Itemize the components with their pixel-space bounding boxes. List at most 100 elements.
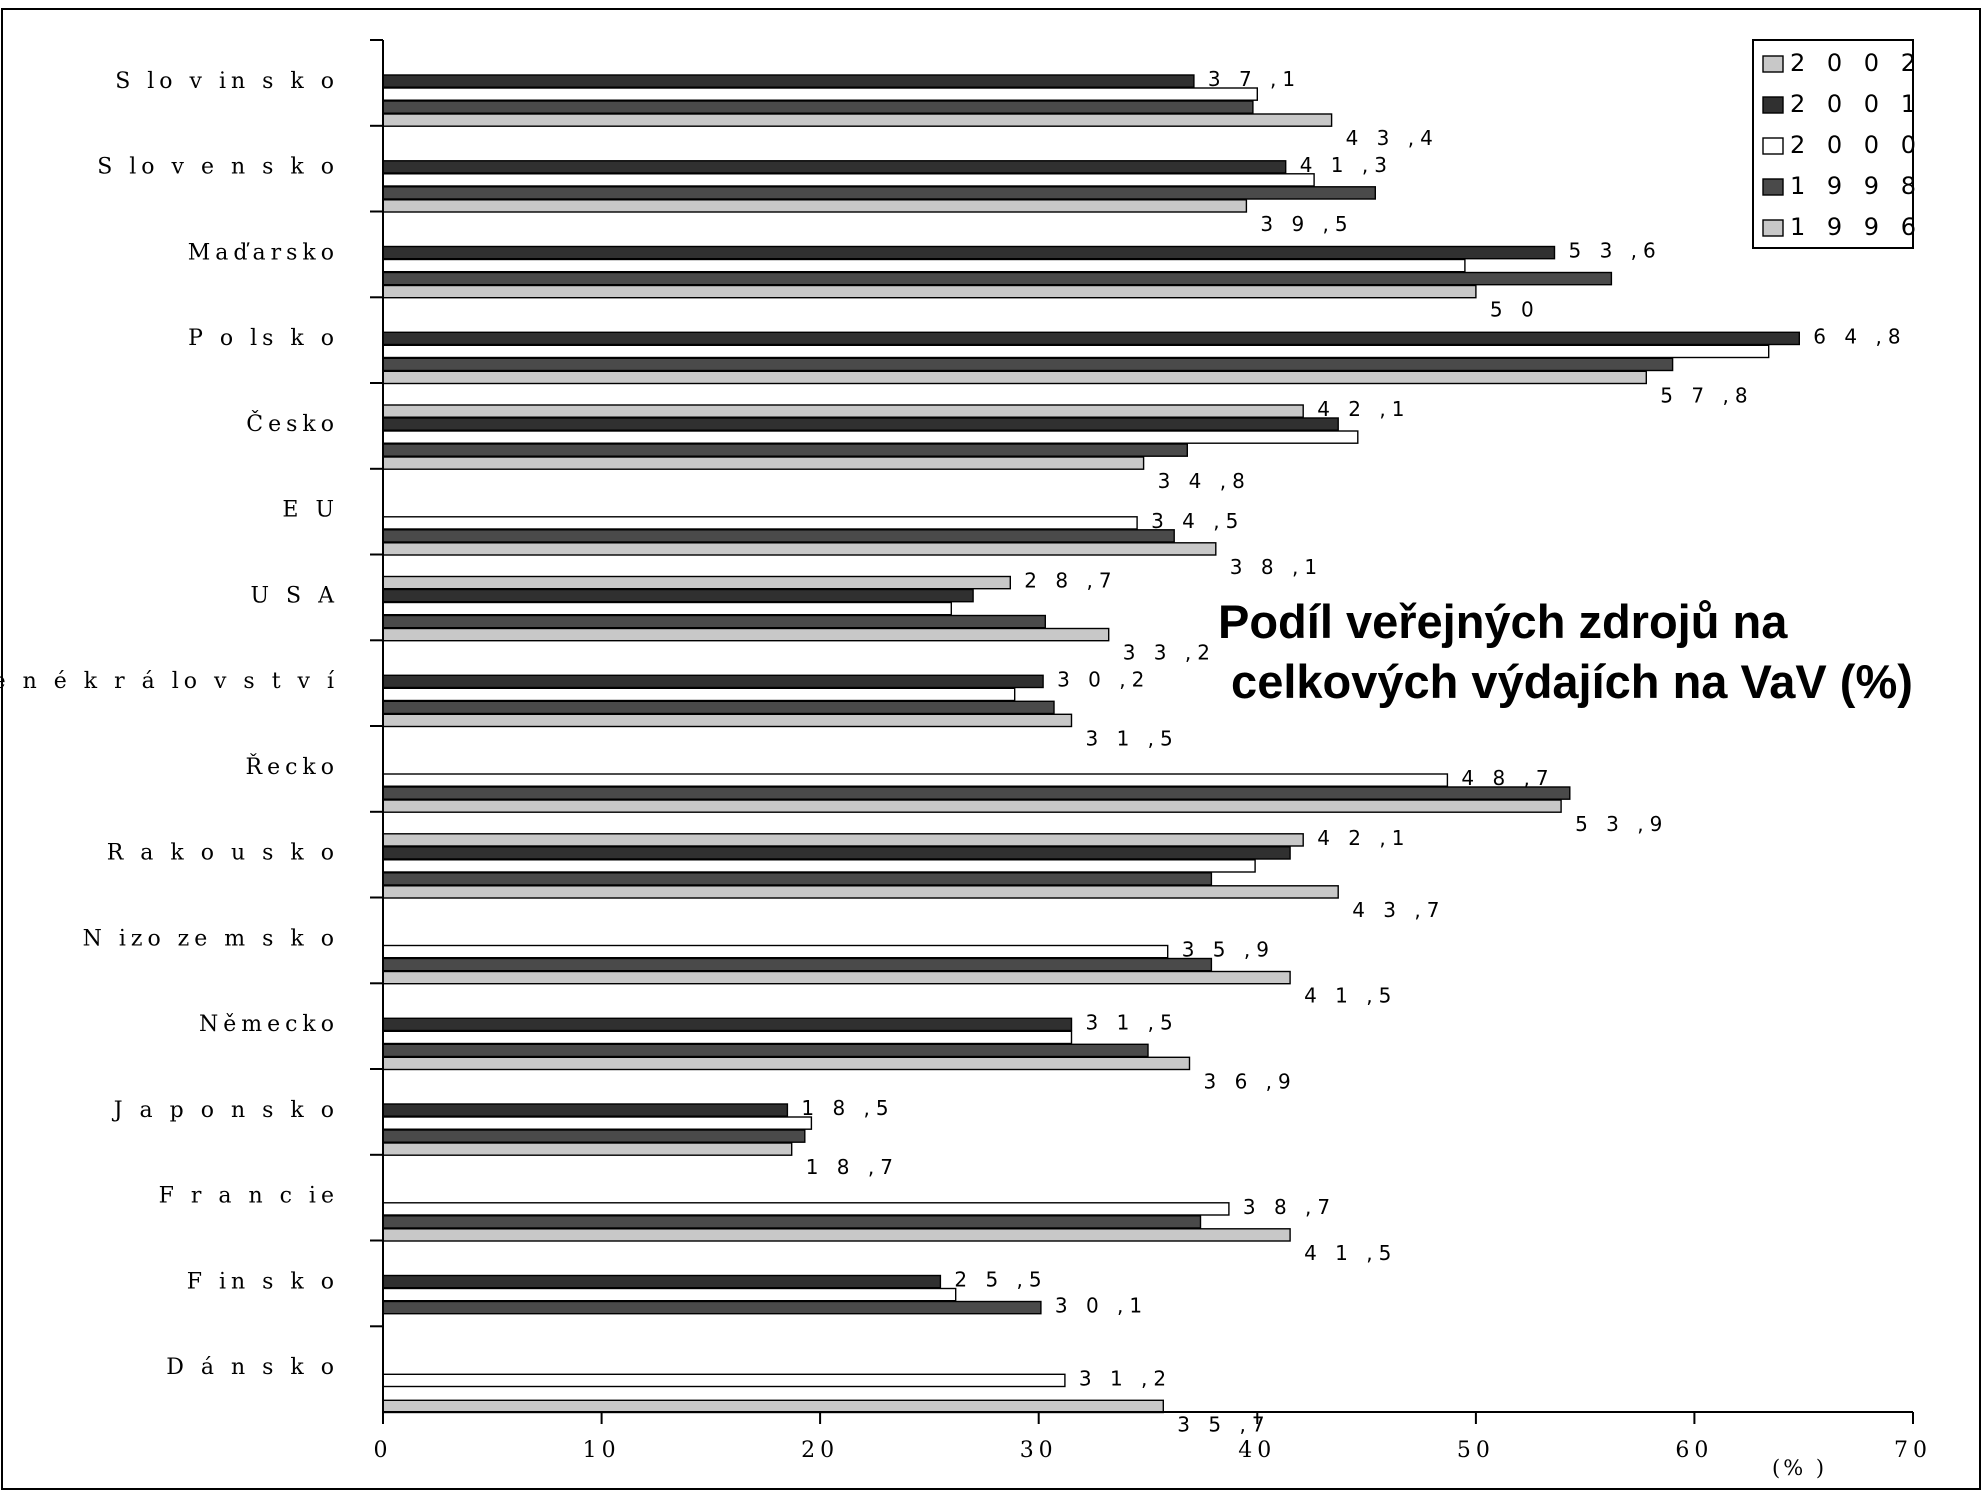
data-label: 2 8 ,7: [1024, 569, 1117, 593]
x-tick-label: 50: [1457, 1438, 1495, 1463]
bar: [382, 173, 1315, 187]
bar: [382, 87, 1258, 101]
bar: [382, 872, 1213, 886]
category-label: S lo v in s k o: [115, 69, 339, 94]
bar: [382, 1373, 1066, 1388]
data-label: 3 5 ,9: [1182, 938, 1275, 962]
bar: [382, 271, 1613, 286]
bar: [382, 245, 1556, 260]
bar: [382, 1228, 1291, 1242]
bar: [382, 331, 1801, 346]
bar: [382, 674, 1044, 689]
bar: [382, 1142, 793, 1156]
bar: [382, 370, 1648, 385]
data-label: 5 0: [1490, 298, 1540, 322]
legend-label: 2 0 0 1: [1790, 90, 1923, 118]
legend-swatch: [1762, 96, 1784, 114]
bar: [382, 885, 1339, 899]
bar: [382, 799, 1562, 813]
category-label: P o ls k o: [188, 326, 339, 351]
bar: [382, 687, 1016, 702]
legend-label: 1 9 9 8: [1790, 172, 1923, 200]
data-label: 4 3 ,7: [1352, 898, 1445, 922]
bar: [382, 1202, 1230, 1216]
bar: [382, 773, 1449, 787]
data-label: 5 3 ,6: [1569, 239, 1662, 263]
data-label: 4 1 ,5: [1304, 984, 1397, 1008]
data-label: 3 8 ,7: [1243, 1195, 1336, 1219]
category-label: Řecko: [246, 753, 339, 780]
data-label: 3 5 ,7: [1177, 1413, 1270, 1437]
bar: [382, 1017, 1073, 1032]
category-label: J a p o n s k o: [112, 1098, 339, 1123]
bars-layer: [382, 74, 1801, 1414]
legend-swatch: [1762, 178, 1784, 196]
data-label: 5 3 ,9: [1575, 812, 1668, 836]
data-label: 4 3 ,4: [1346, 126, 1439, 150]
data-label: 3 1 ,5: [1086, 727, 1179, 751]
bar: [382, 1056, 1191, 1071]
data-label: 1 8 ,5: [801, 1096, 894, 1120]
bar: [382, 713, 1073, 728]
data-label: 3 0 ,2: [1057, 668, 1150, 692]
bar: [382, 113, 1333, 127]
legend-swatch: [1762, 137, 1784, 155]
category-label: R a k o u s k o: [107, 841, 339, 866]
bar: [382, 614, 1046, 629]
chart-title-line-1: Podíl veřejných zdrojů na: [1218, 595, 1788, 648]
data-label: 3 1 ,5: [1086, 1011, 1179, 1035]
bar: [382, 1274, 942, 1289]
bar: [382, 186, 1376, 200]
bar: [382, 786, 1571, 800]
bar: [382, 957, 1213, 972]
category-label: E U: [282, 498, 339, 523]
category-label: F r a n c ie: [159, 1184, 339, 1209]
bar: [382, 516, 1138, 530]
chart-title-line-2: celkových výdajích na VaV (%): [1218, 655, 1913, 708]
category-label: Německo: [199, 1012, 339, 1037]
data-label: 2 5 ,5: [954, 1268, 1047, 1292]
data-label: 3 0 ,1: [1055, 1294, 1148, 1318]
bar: [382, 970, 1291, 985]
data-label: 3 3 ,2: [1123, 641, 1216, 665]
category-labels: S lo v in s k o S lo v e n s k o Maďarsko P…: [0, 69, 340, 1380]
category-label: N izo ze m s k o: [83, 926, 339, 951]
category-label: U S A: [251, 583, 340, 608]
legend-label: 2 0 0 0: [1790, 131, 1923, 159]
bar: [382, 258, 1466, 273]
x-tick-label: 60: [1675, 1438, 1713, 1463]
bar: [382, 833, 1304, 847]
legend-swatch: [1762, 219, 1784, 237]
bar: [382, 1116, 813, 1130]
data-label: 6 4 ,8: [1813, 324, 1906, 348]
category-label: Česko: [246, 410, 339, 437]
legend-label: 2 0 0 2: [1790, 49, 1923, 77]
data-label: 3 6 ,9: [1204, 1070, 1297, 1094]
category-label: S lo v e n s k o: [97, 155, 339, 180]
data-label: 3 4 ,8: [1158, 469, 1251, 493]
x-tick-labels: 0 10 20 30 40 50 60 70: [374, 1438, 1928, 1463]
bar: [382, 575, 1011, 590]
data-label: 3 8 ,1: [1230, 555, 1323, 579]
bar: [382, 344, 1770, 359]
bar: [382, 1103, 789, 1117]
bar: [382, 859, 1256, 873]
chart-frame: [1, 8, 1981, 1490]
bar: [382, 199, 1248, 213]
category-label: Maďarsko: [188, 240, 339, 265]
bar: [382, 456, 1145, 470]
bar: [382, 404, 1304, 418]
bar: [382, 1287, 957, 1302]
bar: [382, 1043, 1149, 1058]
bar: [382, 430, 1359, 444]
data-label: 4 2 ,1: [1317, 826, 1410, 850]
chart-title: Podíl veřejných zdrojů na celkových výda…: [1218, 595, 1913, 708]
category-label: F in s k o: [187, 1269, 339, 1294]
x-tick-label: 0: [374, 1438, 393, 1463]
data-label: 4 8 ,7: [1461, 766, 1554, 790]
x-tick-label: 40: [1238, 1438, 1276, 1463]
bar: [382, 542, 1217, 556]
data-label: 4 1 ,5: [1304, 1241, 1397, 1265]
category-label: S p o je n é k r á lo v s t v í: [0, 669, 339, 694]
bar: [382, 846, 1291, 860]
